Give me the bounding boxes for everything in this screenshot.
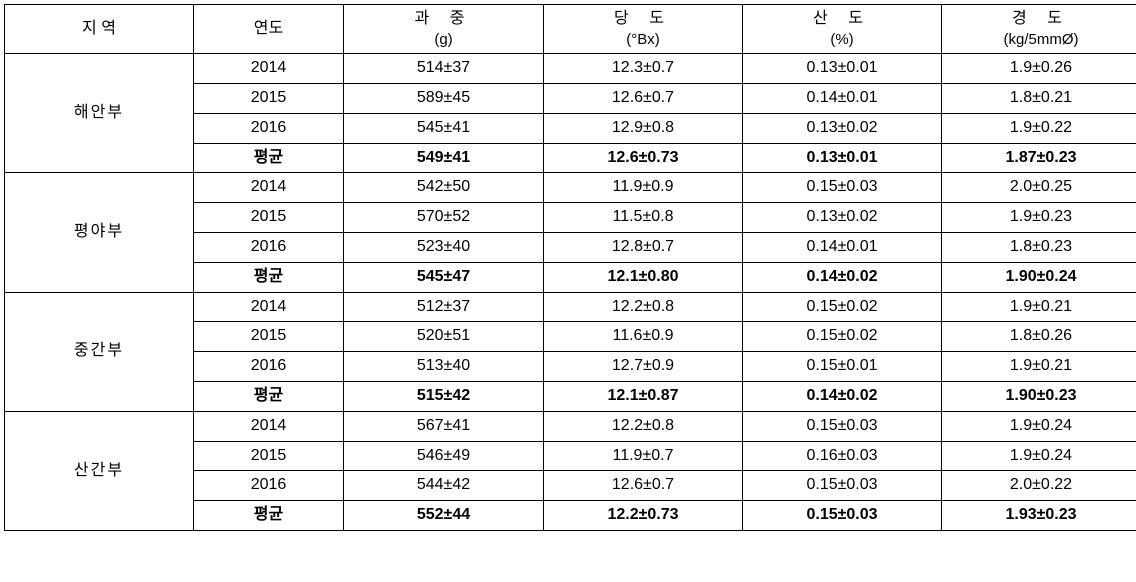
cell-sugar: 11.6±0.9 — [544, 322, 743, 352]
cell-weight: 545±47 — [344, 262, 544, 292]
cell-firmness: 1.90±0.24 — [942, 262, 1136, 292]
cell-sugar: 12.2±0.73 — [544, 501, 743, 531]
cell-sugar: 12.6±0.7 — [544, 84, 743, 114]
cell-weight: 549±41 — [344, 143, 544, 173]
cell-firmness: 1.8±0.21 — [942, 84, 1136, 114]
cell-firmness: 1.9±0.23 — [942, 203, 1136, 233]
cell-firmness: 1.9±0.22 — [942, 113, 1136, 143]
cell-sugar: 11.9±0.9 — [544, 173, 743, 203]
cell-year: 2016 — [194, 233, 344, 263]
cell-weight: 570±52 — [344, 203, 544, 233]
cell-firmness: 1.9±0.24 — [942, 411, 1136, 441]
cell-acid: 0.13±0.02 — [743, 203, 942, 233]
header-acid: 산 도 (%) — [743, 5, 942, 54]
table-row: 평야부2014542±5011.9±0.90.15±0.032.0±0.25 — [5, 173, 1136, 203]
cell-region: 해안부 — [5, 54, 194, 173]
cell-year: 2015 — [194, 322, 344, 352]
cell-weight: 546±49 — [344, 441, 544, 471]
cell-region: 중간부 — [5, 292, 194, 411]
cell-acid: 0.14±0.01 — [743, 84, 942, 114]
cell-weight: 513±40 — [344, 352, 544, 382]
cell-region: 평야부 — [5, 173, 194, 292]
table-row: 산간부2014567±4112.2±0.80.15±0.031.9±0.24 — [5, 411, 1136, 441]
cell-firmness: 1.87±0.23 — [942, 143, 1136, 173]
cell-sugar: 12.2±0.8 — [544, 292, 743, 322]
cell-weight: 520±51 — [344, 322, 544, 352]
cell-acid: 0.14±0.01 — [743, 233, 942, 263]
cell-acid: 0.15±0.03 — [743, 501, 942, 531]
cell-sugar: 12.8±0.7 — [544, 233, 743, 263]
cell-sugar: 12.2±0.8 — [544, 411, 743, 441]
cell-acid: 0.14±0.02 — [743, 262, 942, 292]
cell-acid: 0.16±0.03 — [743, 441, 942, 471]
cell-year: 2016 — [194, 471, 344, 501]
header-year: 연도 — [194, 5, 344, 54]
cell-firmness: 2.0±0.22 — [942, 471, 1136, 501]
header-sugar: 당 도 (°Bx) — [544, 5, 743, 54]
cell-acid: 0.13±0.01 — [743, 54, 942, 84]
cell-sugar: 12.3±0.7 — [544, 54, 743, 84]
cell-acid: 0.15±0.03 — [743, 173, 942, 203]
cell-weight: 542±50 — [344, 173, 544, 203]
header-firmness: 경 도 (kg/5mmØ) — [942, 5, 1136, 54]
cell-year: 2016 — [194, 113, 344, 143]
cell-sugar: 12.7±0.9 — [544, 352, 743, 382]
cell-sugar: 12.6±0.7 — [544, 471, 743, 501]
cell-sugar: 12.9±0.8 — [544, 113, 743, 143]
cell-year: 2014 — [194, 54, 344, 84]
cell-weight: 567±41 — [344, 411, 544, 441]
cell-firmness: 1.9±0.24 — [942, 441, 1136, 471]
cell-year: 2015 — [194, 441, 344, 471]
cell-firmness: 1.9±0.21 — [942, 352, 1136, 382]
table-header: 지 역 연도 과 중 (g) 당 도 (°Bx) 산 도 (%) 경 도 (kg… — [5, 5, 1136, 54]
cell-year: 평균 — [194, 262, 344, 292]
cell-weight: 514±37 — [344, 54, 544, 84]
cell-year: 2015 — [194, 203, 344, 233]
cell-firmness: 2.0±0.25 — [942, 173, 1136, 203]
cell-year: 2016 — [194, 352, 344, 382]
cell-year: 평균 — [194, 143, 344, 173]
cell-weight: 545±41 — [344, 113, 544, 143]
header-weight: 과 중 (g) — [344, 5, 544, 54]
cell-acid: 0.15±0.02 — [743, 292, 942, 322]
cell-firmness: 1.93±0.23 — [942, 501, 1136, 531]
cell-year: 2014 — [194, 411, 344, 441]
cell-weight: 515±42 — [344, 382, 544, 412]
table-row: 중간부2014512±3712.2±0.80.15±0.021.9±0.21 — [5, 292, 1136, 322]
cell-sugar: 11.9±0.7 — [544, 441, 743, 471]
cell-acid: 0.15±0.01 — [743, 352, 942, 382]
cell-firmness: 1.8±0.23 — [942, 233, 1136, 263]
header-region: 지 역 — [5, 5, 194, 54]
table-body: 해안부2014514±3712.3±0.70.13±0.011.9±0.2620… — [5, 54, 1136, 531]
cell-acid: 0.13±0.01 — [743, 143, 942, 173]
cell-sugar: 12.1±0.80 — [544, 262, 743, 292]
cell-weight: 589±45 — [344, 84, 544, 114]
cell-year: 2015 — [194, 84, 344, 114]
cell-year: 평균 — [194, 382, 344, 412]
cell-firmness: 1.90±0.23 — [942, 382, 1136, 412]
cell-firmness: 1.9±0.26 — [942, 54, 1136, 84]
cell-acid: 0.15±0.03 — [743, 471, 942, 501]
cell-firmness: 1.9±0.21 — [942, 292, 1136, 322]
cell-weight: 523±40 — [344, 233, 544, 263]
cell-sugar: 11.5±0.8 — [544, 203, 743, 233]
cell-acid: 0.15±0.02 — [743, 322, 942, 352]
cell-firmness: 1.8±0.26 — [942, 322, 1136, 352]
cell-year: 평균 — [194, 501, 344, 531]
cell-sugar: 12.1±0.87 — [544, 382, 743, 412]
table-row: 해안부2014514±3712.3±0.70.13±0.011.9±0.26 — [5, 54, 1136, 84]
data-table: 지 역 연도 과 중 (g) 당 도 (°Bx) 산 도 (%) 경 도 (kg… — [4, 4, 1136, 531]
cell-year: 2014 — [194, 173, 344, 203]
cell-weight: 544±42 — [344, 471, 544, 501]
cell-acid: 0.14±0.02 — [743, 382, 942, 412]
cell-weight: 512±37 — [344, 292, 544, 322]
cell-sugar: 12.6±0.73 — [544, 143, 743, 173]
cell-region: 산간부 — [5, 411, 194, 530]
cell-acid: 0.15±0.03 — [743, 411, 942, 441]
cell-weight: 552±44 — [344, 501, 544, 531]
cell-acid: 0.13±0.02 — [743, 113, 942, 143]
cell-year: 2014 — [194, 292, 344, 322]
